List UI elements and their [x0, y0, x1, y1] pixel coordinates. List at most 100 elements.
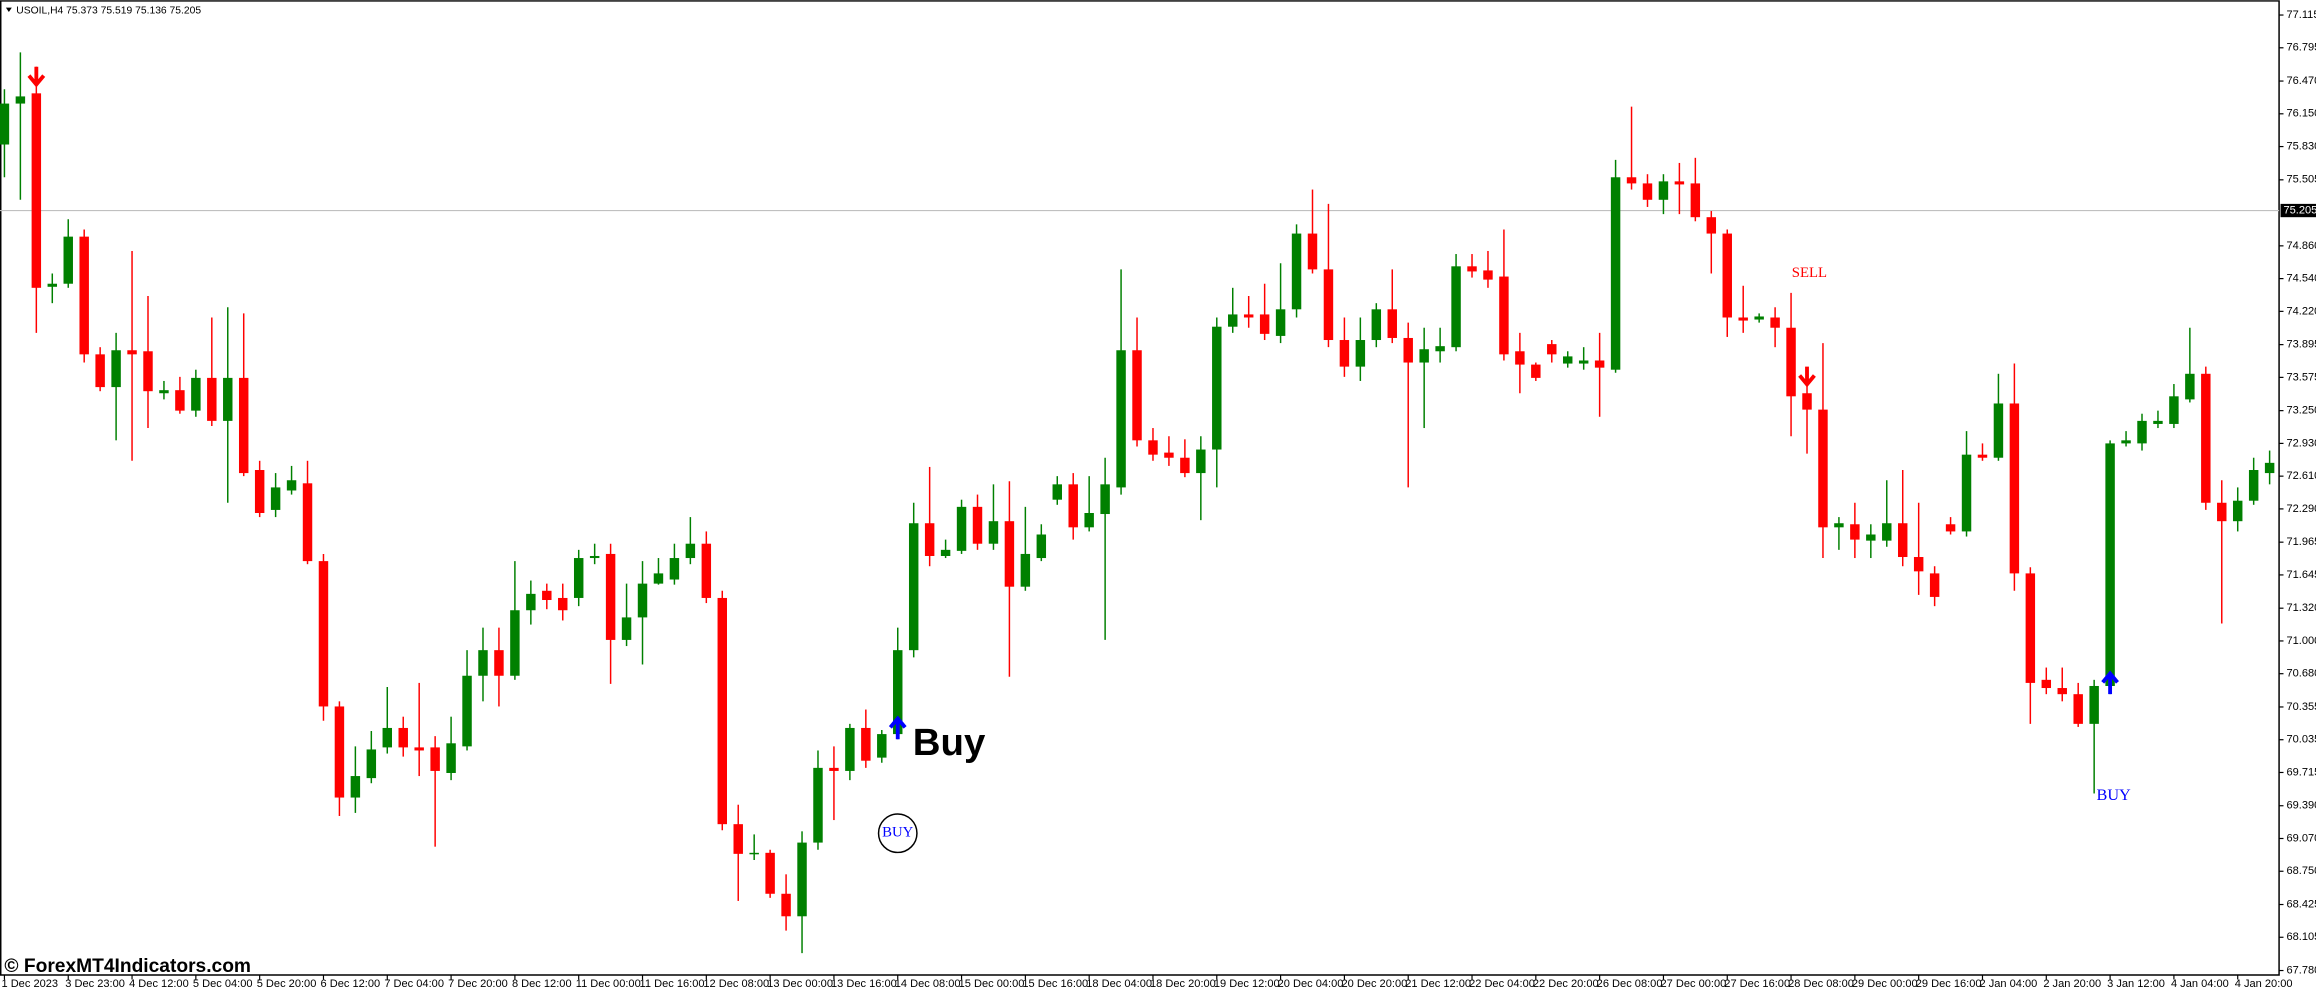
x-tick-label: 4 Jan 04:00 — [2171, 978, 2229, 990]
candle-body — [63, 236, 73, 284]
candle-body — [1658, 181, 1669, 200]
candle-body — [430, 747, 440, 771]
candle-body — [1228, 314, 1238, 327]
buy-text: BUY — [2097, 786, 2132, 804]
candle-body — [1706, 217, 1717, 234]
candle-body — [127, 350, 137, 355]
candle-body — [908, 523, 919, 651]
x-tick-label: 18 Dec 04:00 — [1086, 978, 1152, 990]
candle-body — [1068, 484, 1078, 528]
candle-body — [1722, 233, 1732, 318]
candle-body — [797, 842, 807, 917]
x-tick-label: 7 Dec 20:00 — [448, 978, 508, 990]
candle-body — [924, 523, 935, 556]
candle-body — [1371, 309, 1382, 341]
y-tick-label: 69.715 — [2286, 766, 2316, 778]
x-tick-label: 11 Dec 16:00 — [640, 978, 705, 990]
y-tick-label: 75.830 — [2286, 140, 2316, 152]
buy-arrow — [888, 715, 907, 740]
candle-body — [733, 824, 743, 854]
buy-arrow — [2101, 670, 2119, 695]
candle-body — [685, 543, 696, 559]
candle-body — [701, 543, 712, 598]
candle-body — [1483, 270, 1493, 280]
y-tick-label: 77.115 — [2286, 9, 2316, 21]
x-tick-label: 29 Dec 16:00 — [1916, 978, 1982, 990]
x-tick-label: 12 Dec 08:00 — [703, 978, 769, 990]
candle-body — [1850, 524, 1860, 540]
candle-body — [2089, 685, 2099, 724]
y-tick-label: 72.930 — [2286, 437, 2316, 449]
x-tick-label: 4 Dec 12:00 — [129, 978, 189, 990]
candle-body — [765, 852, 775, 894]
candle-body — [302, 483, 313, 562]
y-tick-label: 72.290 — [2286, 503, 2316, 515]
candle-body — [2169, 396, 2179, 424]
candle-body — [0, 103, 10, 145]
candle-body — [1897, 523, 1908, 558]
sell-arrow — [27, 66, 46, 88]
plot: 77.115 76.795 76.470 76.150 75.830 75.505 74.8… — [0, 9, 2316, 990]
candle-body — [207, 377, 217, 421]
candle-body — [2201, 373, 2211, 503]
candle-body — [47, 283, 58, 287]
candle-body — [877, 734, 887, 758]
y-tick-label: 76.795 — [2286, 42, 2316, 54]
candle-body — [1993, 403, 2004, 458]
candle-body — [2264, 462, 2275, 474]
candle-body — [988, 521, 999, 544]
candle-body — [494, 650, 504, 676]
x-tick-label: 8 Dec 12:00 — [512, 978, 572, 990]
x-tick-label: 22 Dec 04:00 — [1469, 978, 1535, 990]
candle-body — [191, 377, 201, 411]
x-tick-label: 1 Dec 2023 — [1, 978, 58, 990]
candle-body — [478, 650, 488, 676]
y-tick-label: 73.895 — [2286, 339, 2316, 351]
x-tick-label: 11 Dec 00:00 — [576, 978, 641, 990]
candle-body — [1004, 521, 1015, 587]
candle-body — [1275, 309, 1286, 336]
candle-body — [1802, 393, 1812, 410]
candle-body — [510, 610, 520, 676]
candle-body — [637, 583, 648, 618]
candle-body — [15, 96, 26, 104]
y-tick-label: 76.470 — [2286, 75, 2316, 87]
candle-body — [1786, 327, 1796, 397]
y-tick-label: 68.750 — [2286, 865, 2316, 877]
x-tick-label: 3 Dec 23:00 — [65, 978, 125, 990]
menu-triangle[interactable] — [5, 7, 12, 13]
candle-body — [1913, 557, 1924, 572]
y-tick-label: 70.680 — [2286, 668, 2316, 680]
candle-body — [861, 727, 871, 761]
candle-body — [893, 650, 903, 735]
candle-body — [1578, 360, 1589, 364]
candle-body — [1642, 183, 1653, 200]
candle-body — [2153, 420, 2163, 424]
candle-body — [1818, 409, 1828, 528]
candle-body — [542, 590, 552, 601]
candle-body — [1770, 317, 1780, 328]
x-tick-label: 18 Dec 20:00 — [1150, 978, 1216, 990]
candle-body — [1020, 553, 1031, 587]
x-tick-label: 22 Dec 20:00 — [1533, 978, 1599, 990]
candle-body — [2057, 688, 2067, 695]
x-tick-label: 3 Jan 12:00 — [2107, 978, 2165, 990]
candle-body — [653, 573, 664, 584]
candle-body — [2137, 420, 2147, 444]
candle-body — [1834, 523, 1844, 528]
candle-body — [2105, 443, 2115, 686]
y-tick-label: 70.355 — [2286, 701, 2316, 713]
candle-body — [446, 743, 456, 773]
candle-body — [1499, 276, 1509, 355]
x-tick-label: 13 Dec 16:00 — [831, 978, 897, 990]
candle-body — [1148, 440, 1158, 455]
candle-body — [1738, 317, 1748, 321]
candle-body — [143, 351, 153, 392]
x-tick-label: 29 Dec 00:00 — [1852, 978, 1918, 990]
candle-body — [2185, 373, 2195, 400]
x-tick-label: 5 Dec 04:00 — [193, 978, 253, 990]
candle-body — [1291, 233, 1302, 310]
candle-body — [1084, 512, 1094, 528]
candle-body — [1132, 350, 1142, 441]
candle-body — [286, 480, 297, 491]
